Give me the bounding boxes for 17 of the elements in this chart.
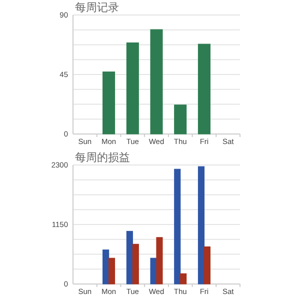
bar <box>108 258 116 284</box>
bar <box>174 104 187 134</box>
bar <box>150 29 163 134</box>
bar <box>126 230 133 284</box>
bar <box>102 72 116 134</box>
chart-title: 每周的损益 <box>75 151 130 164</box>
bar <box>204 246 210 284</box>
bar <box>102 250 110 284</box>
bar <box>156 237 163 284</box>
bar <box>132 244 139 284</box>
bar <box>198 44 210 134</box>
bar <box>126 42 139 134</box>
bar <box>180 273 187 284</box>
bar <box>150 258 157 284</box>
bar <box>198 166 205 284</box>
bar <box>174 168 181 284</box>
chart-title: 每周记录 <box>75 1 119 14</box>
